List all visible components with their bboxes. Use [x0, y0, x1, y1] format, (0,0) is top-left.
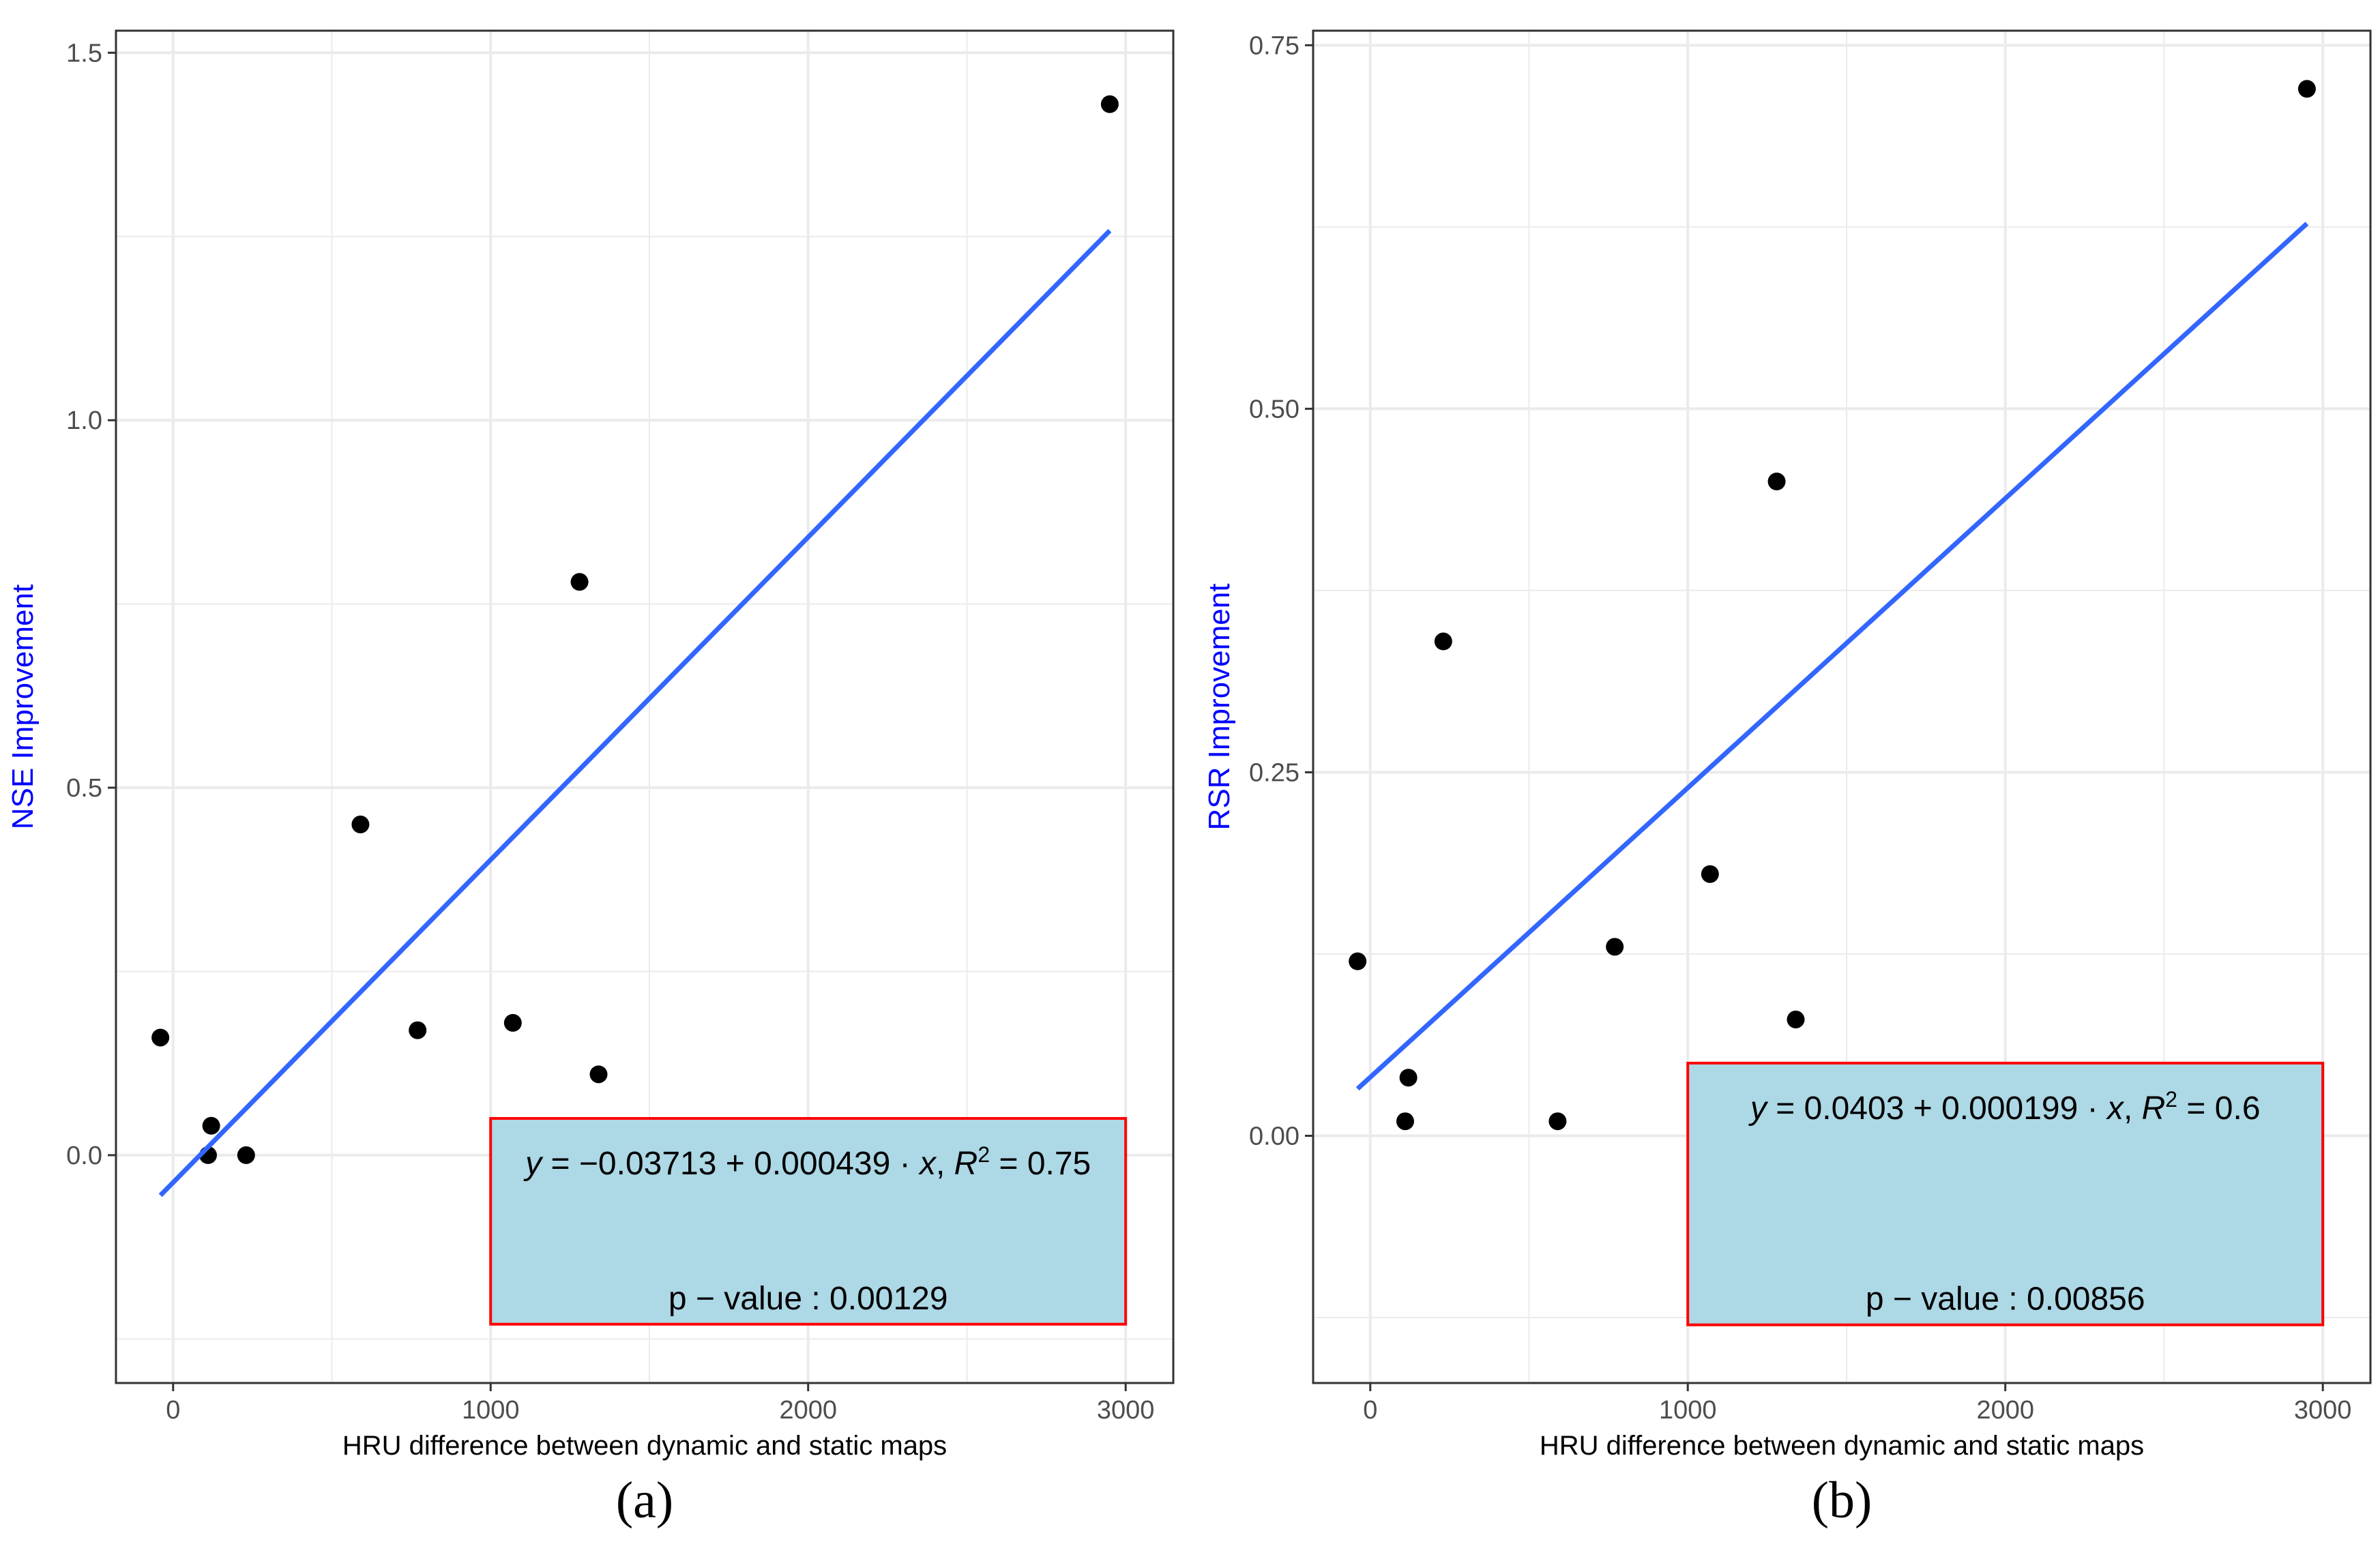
p-value-label: p − value [1866, 1281, 1999, 1318]
data-point [1434, 632, 1452, 651]
eq-separator: , [2124, 1090, 2142, 1127]
panel-label: (b) [1812, 1472, 1872, 1529]
eq-x-var: x [918, 1146, 937, 1182]
y-tick-label: 0.25 [1249, 758, 1299, 787]
x-tick-label: 0 [166, 1396, 180, 1425]
p-value-number: 0.00856 [2027, 1281, 2145, 1318]
data-point [1787, 1010, 1805, 1028]
annotation-box [1686, 1061, 2325, 1326]
data-point [1548, 1112, 1567, 1131]
eq-body: 0.0403 + 0.000199 · [1804, 1090, 2107, 1127]
panel-b: y = 0.0403 + 0.000199 · x, R2 = 0.6 p − v… [1203, 29, 2372, 1529]
eq-r-var: R [954, 1146, 978, 1182]
data-point [1701, 865, 1719, 883]
data-point [1349, 952, 1367, 970]
regression-equation: y = 0.0403 + 0.000199 · x, R2 = 0.6 [1748, 1087, 2261, 1127]
x-tick-label: 0 [1363, 1396, 1377, 1425]
panel-label: (a) [616, 1472, 673, 1529]
regression-equation: y = −0.03713 + 0.000439 · x, R2 = 0.75 [523, 1142, 1091, 1182]
eq-equals: = [1767, 1090, 1804, 1127]
y-axis-title: NSE Improvement [6, 584, 40, 829]
plot-border [1312, 29, 2372, 1384]
data-point [1767, 473, 1786, 490]
data-point [1399, 1069, 1417, 1087]
p-value-text: p − value : 0.00856 [1866, 1281, 2145, 1318]
x-tick-label: 1000 [1659, 1396, 1717, 1425]
x-tick-label: 2000 [1976, 1396, 2034, 1425]
p-value-colon: : [802, 1281, 829, 1317]
data-point [1606, 938, 1624, 956]
y-tick-label: 0.75 [1249, 31, 1299, 60]
eq-y-var: y [1748, 1090, 1769, 1127]
p-value-colon: : [1999, 1281, 2027, 1318]
x-tick-label: 1000 [462, 1396, 520, 1425]
y-axis-title: RSR Improvement [1203, 584, 1236, 831]
eq-x-var: x [2106, 1090, 2125, 1127]
x-axis-title: HRU difference between dynamic and stati… [1540, 1431, 2144, 1461]
y-tick-label: 0.5 [66, 774, 102, 803]
data-point [237, 1146, 255, 1164]
eq-separator: , [936, 1146, 954, 1182]
panel-a: y = −0.03713 + 0.000439 · x, R2 = 0.75 p … [6, 29, 1175, 1529]
x-axis-title: HRU difference between dynamic and stati… [342, 1431, 947, 1461]
x-tick-label: 3000 [2294, 1396, 2352, 1425]
regression-line [158, 228, 1112, 1198]
data-point [589, 1065, 608, 1084]
y-tick-label: 0.50 [1249, 395, 1299, 423]
p-value-label: p − value [669, 1281, 802, 1317]
eq-body: −0.03713 + 0.000439 · [579, 1146, 920, 1182]
eq-r-exponent: 2 [2165, 1087, 2177, 1112]
plot-border [115, 29, 1175, 1384]
data-point [151, 1028, 170, 1047]
data-point [503, 1013, 522, 1032]
annotation-box [489, 1117, 1128, 1326]
x-tick-label: 2000 [779, 1396, 837, 1425]
y-tick-label: 0.0 [66, 1142, 102, 1170]
eq-equals: = [542, 1146, 579, 1182]
p-value-text: p − value : 0.00129 [669, 1281, 948, 1317]
x-tick-label: 3000 [1097, 1396, 1155, 1425]
y-tick-label: 1.0 [66, 406, 102, 435]
y-tick-label: 1.5 [66, 39, 102, 68]
data-point [409, 1021, 427, 1039]
data-point [351, 815, 370, 833]
y-tick-label: 0.00 [1249, 1123, 1299, 1151]
regression-line [1355, 222, 2309, 1091]
eq-y-var: y [523, 1146, 544, 1182]
eq-r-value: = 0.75 [990, 1146, 1091, 1182]
data-point [2297, 80, 2316, 98]
data-point [1396, 1112, 1414, 1131]
eq-r-exponent: 2 [978, 1142, 990, 1167]
eq-r-var: R [2142, 1090, 2166, 1127]
data-point [570, 573, 589, 591]
data-point [1100, 95, 1119, 113]
p-value-number: 0.00129 [829, 1281, 948, 1317]
eq-r-value: = 0.6 [2177, 1090, 2260, 1127]
data-point [202, 1116, 220, 1135]
